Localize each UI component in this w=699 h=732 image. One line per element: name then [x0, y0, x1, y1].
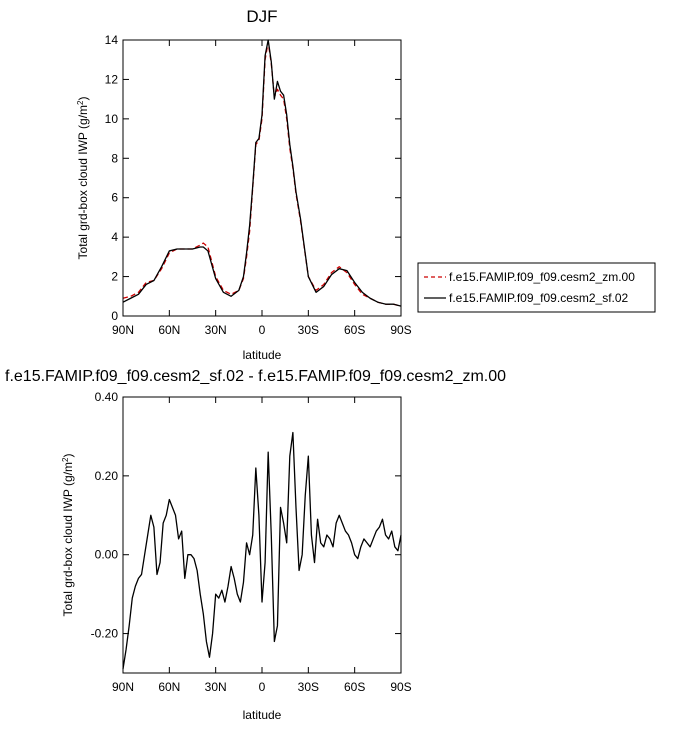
- bot-x-tick-label: 90S: [390, 680, 411, 694]
- top-y-tick-labels: 0 2 4 6 8 10 12 14: [105, 33, 119, 323]
- bottom-y-axis-label-close: ): [61, 454, 75, 458]
- bot-y-tick-label: 0.40: [95, 390, 119, 404]
- bot-series-line-0: [122, 431, 402, 670]
- top-series-line-1: [122, 39, 402, 307]
- top-x-tick-label: 30S: [298, 323, 319, 337]
- bot-x-tick-label: 60S: [344, 680, 365, 694]
- top-y-tick-label: 6: [111, 191, 118, 205]
- top-tick-marks: [122, 39, 402, 317]
- bottom-y-tick-labels: -0.20 0.00 0.20 0.40: [91, 390, 119, 641]
- top-y-axis-label-close: ): [76, 97, 90, 101]
- top-y-tick-label: 14: [105, 33, 119, 47]
- legend-label-zm: f.e15.FAMIP.f09_f09.cesm2_zm.00: [449, 270, 635, 284]
- bottom-y-axis-label: Total grd-box cloud IWP (g/m2): [61, 454, 75, 617]
- top-x-tick-label: 0: [259, 323, 266, 337]
- bottom-series-lines: [122, 431, 402, 670]
- top-x-tick-label: 90N: [112, 323, 134, 337]
- top-y-axis-label-main: Total grd-box cloud IWP (g/m: [76, 105, 90, 260]
- top-x-tick-label: 60S: [344, 323, 365, 337]
- top-y-tick-label: 12: [105, 72, 119, 86]
- bottom-tick-marks: [122, 396, 402, 673]
- top-series-lines: [122, 39, 402, 307]
- bot-x-tick-label: 30N: [205, 680, 227, 694]
- bot-x-tick-label: 30S: [298, 680, 319, 694]
- legend-label-sf: f.e15.FAMIP.f09_f09.cesm2_sf.02: [449, 291, 629, 305]
- top-y-tick-label: 2: [111, 270, 118, 284]
- bot-y-tick-label: 0.00: [95, 548, 119, 562]
- bot-y-tick-label: -0.20: [91, 627, 119, 641]
- bottom-chart-title: f.e15.FAMIP.f09_f09.cesm2_sf.02 - f.e15.…: [5, 368, 506, 385]
- legend: f.e15.FAMIP.f09_f09.cesm2_zm.00 f.e15.FA…: [417, 262, 656, 313]
- bottom-y-axis-label-sup: 2: [61, 457, 70, 462]
- bottom-x-tick-labels: 90N 60N 30N 0 30S 60S 90S: [112, 680, 412, 694]
- bottom-plot-frame: [122, 396, 402, 674]
- top-chart-title: DJF: [246, 7, 277, 26]
- bottom-y-axis-label-main: Total grd-box cloud IWP (g/m: [61, 462, 75, 617]
- bottom-panel: f.e15.FAMIP.f09_f09.cesm2_sf.02 - f.e15.…: [5, 368, 506, 722]
- top-y-axis-label-sup: 2: [76, 100, 85, 105]
- top-x-axis-label: latitude: [243, 348, 282, 362]
- bot-x-tick-label: 0: [259, 680, 266, 694]
- top-x-tick-label: 90S: [390, 323, 411, 337]
- top-x-tick-label: 60N: [158, 323, 180, 337]
- bottom-x-axis-label: latitude: [243, 708, 282, 722]
- top-y-axis-label: Total grd-box cloud IWP (g/m2): [76, 97, 90, 260]
- top-y-tick-label: 10: [105, 112, 119, 126]
- top-series-line-0: [122, 41, 402, 307]
- top-y-tick-label: 8: [111, 151, 118, 165]
- bot-x-tick-label: 90N: [112, 680, 134, 694]
- top-y-tick-label: 4: [111, 230, 118, 244]
- bot-x-tick-label: 60N: [158, 680, 180, 694]
- top-x-tick-labels: 90N 60N 30N 0 30S 60S 90S: [112, 323, 412, 337]
- top-panel: DJF 0 2 4 6 8 10 12 14 90N 60N 30N 0 30S 60S 90S lati…: [76, 7, 656, 362]
- top-x-tick-label: 30N: [205, 323, 227, 337]
- top-y-tick-label: 0: [111, 309, 118, 323]
- top-plot-frame: [122, 39, 402, 317]
- legend-box: [417, 262, 656, 313]
- bot-y-tick-label: 0.20: [95, 469, 119, 483]
